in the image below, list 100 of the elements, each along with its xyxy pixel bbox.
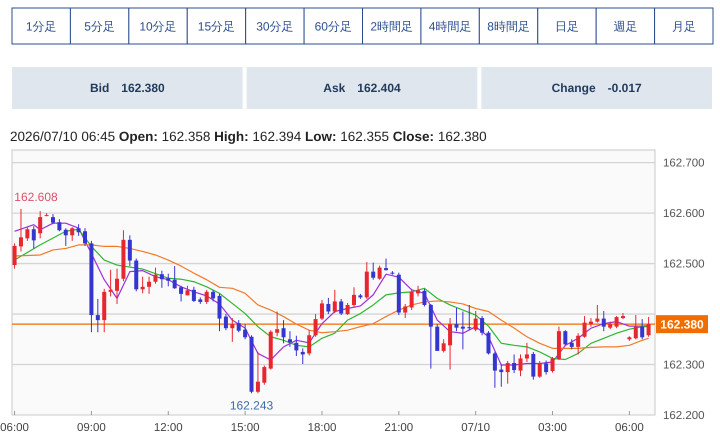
candlestick — [96, 298, 100, 333]
candlestick — [378, 265, 382, 280]
candlestick — [454, 307, 458, 332]
candlestick — [460, 311, 465, 350]
candlestick — [128, 234, 132, 267]
candlestick — [352, 286, 356, 308]
text: 4時間足 — [428, 20, 472, 34]
candlestick — [512, 354, 516, 374]
x-tick-label: 06:00 — [614, 422, 644, 434]
text: 2時間足 — [370, 20, 414, 34]
x-tick-label: 21:00 — [384, 422, 414, 434]
candlestick — [172, 266, 177, 290]
candlestick — [70, 226, 74, 242]
candlestick — [288, 330, 292, 348]
text: Bid 162.380 — [90, 81, 166, 95]
candlestick — [614, 316, 619, 329]
y-tick-label: 162.300 — [663, 360, 705, 372]
y-tick-label: 162.600 — [663, 208, 705, 220]
text: 15分足 — [198, 20, 236, 34]
candlestick — [224, 314, 228, 331]
candlestick — [192, 286, 196, 302]
candlestick — [300, 348, 305, 365]
candlestick — [474, 310, 478, 332]
candlestick — [524, 342, 529, 362]
candlestick — [76, 224, 81, 236]
candlestick — [275, 311, 280, 337]
candlestick — [492, 351, 497, 388]
candlestick — [38, 210, 42, 239]
candlestick — [410, 288, 414, 311]
candlestick — [147, 276, 152, 294]
text: Ask 162.404 — [323, 81, 402, 95]
candlestick — [204, 289, 209, 304]
candlestick — [332, 289, 337, 314]
candlestick — [640, 318, 644, 340]
candlestick — [256, 351, 260, 394]
candlestick — [416, 285, 420, 297]
y-tick-label: 162.700 — [663, 158, 705, 170]
candlestick — [108, 269, 113, 297]
x-tick-label: 15:00 — [230, 422, 260, 434]
candlestick — [236, 320, 241, 333]
candlestick — [57, 218, 62, 232]
candlestick — [403, 303, 408, 319]
candlestick — [320, 299, 324, 321]
candlestick — [595, 304, 600, 324]
candlestick — [442, 338, 446, 353]
candlestick — [115, 268, 120, 304]
candlestick — [326, 297, 330, 315]
candlestick — [531, 351, 536, 380]
x-tick-label: 07/10 — [461, 422, 490, 434]
candlestick — [153, 267, 158, 284]
candlestick — [582, 316, 587, 338]
chart-title: 2026/07/10 06:45 Open: 162.358 High: 162.394 Low: 162.355 Close: 162.380 — [10, 129, 487, 144]
x-tick-label: 18:00 — [308, 422, 336, 434]
candlestick — [422, 288, 426, 307]
text: Change -0.017 — [552, 81, 642, 95]
candlestick — [218, 293, 222, 332]
x-tick-label: 06:00 — [0, 422, 29, 434]
annotation: 162.608 — [14, 190, 58, 204]
text: 5分足 — [84, 20, 115, 34]
candlestick — [646, 316, 651, 338]
text: 日足 — [554, 20, 579, 34]
candlestick — [634, 314, 638, 340]
candlestick — [211, 289, 216, 302]
candlestick — [160, 270, 164, 288]
x-tick-label: 09:00 — [77, 422, 106, 434]
candlestick — [486, 330, 490, 355]
ref-line-label: 162.380 — [660, 318, 704, 332]
candlestick — [18, 208, 23, 252]
candlestick — [576, 332, 580, 355]
candlestick — [140, 276, 145, 294]
candlestick — [384, 258, 388, 272]
candlestick — [346, 302, 350, 316]
text: 8時間足 — [487, 20, 530, 34]
candlestick — [25, 226, 30, 242]
candlestick — [602, 310, 606, 332]
candlestick — [294, 335, 298, 356]
candlestick — [307, 330, 312, 356]
candlestick — [314, 314, 318, 338]
text: 月足 — [672, 20, 696, 34]
candlestick — [32, 226, 36, 249]
candlestick — [243, 324, 248, 340]
candlestick — [12, 242, 17, 270]
y-tick-label: 162.500 — [663, 258, 705, 271]
annotation: 162.243 — [230, 398, 274, 412]
candlestick — [83, 228, 88, 246]
candlestick — [518, 354, 523, 377]
x-tick-label: 12:00 — [154, 422, 183, 434]
candlestick — [544, 360, 548, 376]
candlestick — [64, 228, 68, 246]
text: 30分足 — [256, 20, 294, 34]
candlestick — [339, 298, 344, 316]
candlestick — [282, 320, 286, 344]
candlestick — [262, 365, 266, 386]
candlestick — [230, 318, 234, 342]
candlestick — [563, 330, 568, 346]
candlestick — [570, 338, 574, 350]
candlestick — [185, 285, 190, 296]
candlestick — [179, 285, 184, 302]
candlestick — [499, 364, 504, 388]
candlestick — [538, 360, 542, 378]
